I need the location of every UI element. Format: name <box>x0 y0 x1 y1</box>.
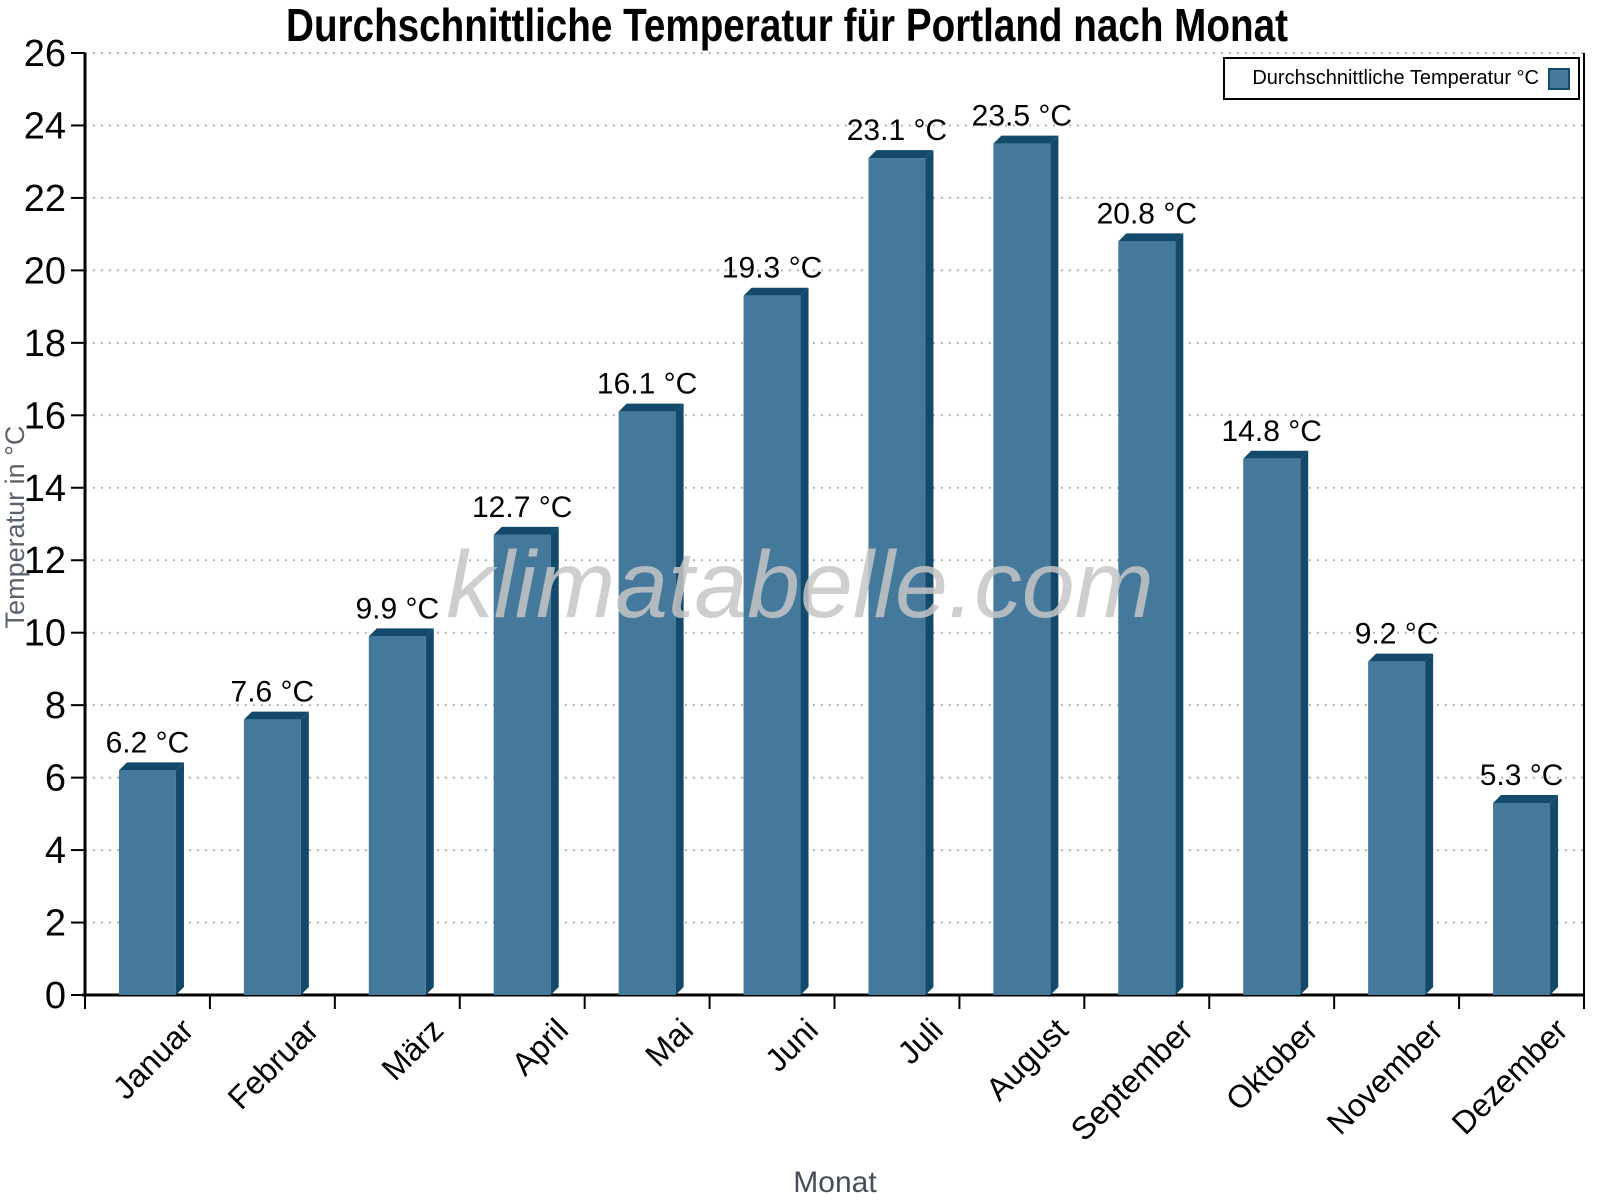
y-tick-label: 2 <box>45 903 66 945</box>
bar <box>1493 802 1551 995</box>
bar-side-face <box>1300 450 1309 995</box>
bar-value-label: 19.3 °C <box>722 252 822 285</box>
x-tick-label: März <box>375 1011 451 1087</box>
bar <box>118 770 176 995</box>
bar <box>368 636 426 995</box>
x-tick-label: September <box>1064 1011 1200 1147</box>
bar-top-face <box>1118 233 1184 242</box>
bar-side-face <box>1175 233 1184 995</box>
y-tick-label: 24 <box>24 105 66 147</box>
bar-side-face <box>1550 794 1559 995</box>
y-tick-label: 0 <box>45 975 66 1017</box>
bar-value-label: 23.5 °C <box>972 100 1072 133</box>
bar <box>1118 241 1176 995</box>
x-tick-label: April <box>504 1011 575 1082</box>
legend: Durchschnittliche Temperatur °C <box>1223 57 1580 100</box>
bar <box>743 295 801 995</box>
bar-top-face <box>118 762 184 771</box>
bar-top-face <box>368 628 434 637</box>
x-tick-label: Januar <box>106 1011 201 1106</box>
x-tick-label: Mai <box>638 1011 700 1073</box>
y-tick-label: 26 <box>24 33 66 75</box>
bar-top-face <box>868 150 934 159</box>
bar-value-label: 9.9 °C <box>355 592 439 625</box>
bar-value-label: 6.2 °C <box>106 726 190 759</box>
bar-top-face <box>243 711 309 720</box>
bar <box>1368 661 1426 995</box>
bar-value-label: 14.8 °C <box>1222 415 1322 448</box>
bar-side-face <box>300 711 309 995</box>
x-tick-label: Dezember <box>1445 1011 1575 1141</box>
bar-value-label: 16.1 °C <box>597 368 697 401</box>
bar <box>993 143 1051 996</box>
x-tick-label: Juli <box>891 1011 950 1070</box>
bar <box>493 534 551 995</box>
bar <box>243 719 301 995</box>
x-tick-label: Oktober <box>1219 1011 1325 1117</box>
bar-top-face <box>993 135 1059 144</box>
bar-side-face <box>925 150 934 996</box>
bar-side-face <box>675 403 684 996</box>
x-tick-label: Februar <box>221 1011 326 1116</box>
y-tick-label: 16 <box>24 395 66 437</box>
bar-value-label: 12.7 °C <box>472 491 572 524</box>
bar-side-face <box>1425 653 1434 995</box>
bar <box>618 411 676 996</box>
bar-top-face <box>618 403 684 412</box>
y-tick-label: 6 <box>45 758 66 800</box>
bar-side-face <box>425 628 434 995</box>
y-tick-label: 18 <box>24 323 66 365</box>
y-tick-label: 10 <box>24 613 66 655</box>
y-tick-label: 20 <box>24 250 66 292</box>
legend-label: Durchschnittliche Temperatur °C <box>1252 67 1539 89</box>
bar-side-face <box>550 526 559 995</box>
bar-side-face <box>800 287 809 995</box>
bar-value-label: 20.8 °C <box>1097 197 1197 230</box>
bar-value-label: 7.6 °C <box>231 676 315 709</box>
y-tick-label: 22 <box>24 178 66 220</box>
x-axis-title: Monat <box>793 1166 877 1199</box>
bar-top-face <box>1243 450 1309 459</box>
bar-value-label: 23.1 °C <box>847 114 947 147</box>
y-tick-label: 8 <box>45 685 66 727</box>
y-tick-label: 14 <box>24 468 66 510</box>
x-tick-label: Juni <box>758 1011 825 1078</box>
bar-side-face <box>175 762 184 995</box>
y-tick-label: 12 <box>24 540 66 582</box>
x-tick-label: November <box>1320 1011 1450 1141</box>
bar-top-face <box>743 287 809 296</box>
bar <box>868 158 926 996</box>
bar-top-face <box>1493 794 1559 803</box>
y-axis-title: Temperatur in °C <box>0 425 30 629</box>
bar-side-face <box>1050 135 1059 996</box>
bar <box>1243 458 1301 995</box>
x-tick-label: August <box>979 1011 1075 1107</box>
legend-swatch-icon <box>1548 67 1570 90</box>
bar-top-face <box>493 526 559 535</box>
bar-top-face <box>1368 653 1434 662</box>
bar-value-label: 9.2 °C <box>1355 618 1439 651</box>
chart-title: Durchschnittliche Temperatur für Portlan… <box>286 0 1288 51</box>
y-tick-label: 4 <box>45 830 66 872</box>
bar-value-label: 5.3 °C <box>1480 759 1564 792</box>
